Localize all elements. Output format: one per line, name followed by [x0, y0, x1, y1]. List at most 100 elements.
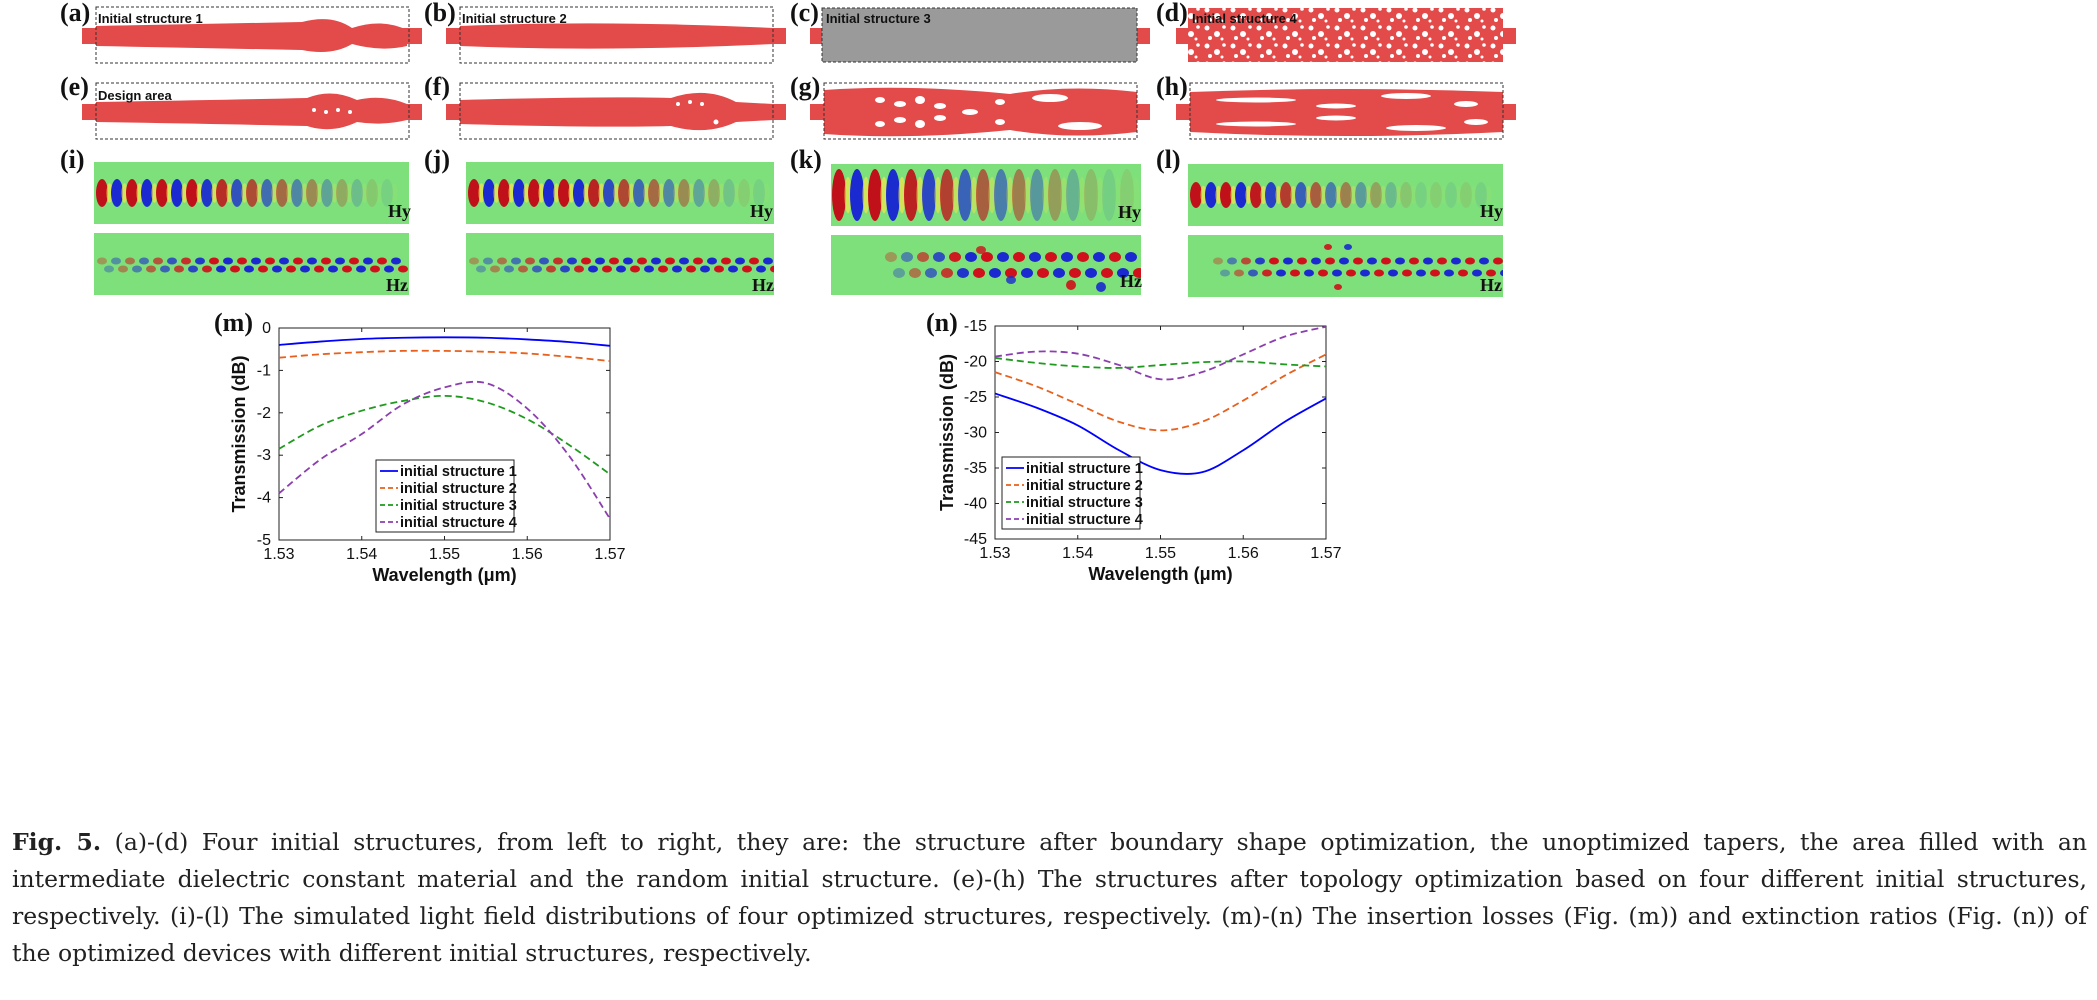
field-blob [132, 265, 142, 273]
field-blob [1077, 252, 1089, 262]
field-blob [1350, 185, 1357, 205]
field-blob [300, 265, 310, 273]
field-blob [1024, 176, 1032, 214]
field-blob [518, 265, 528, 273]
field-blob [106, 183, 113, 203]
field-blob [539, 257, 549, 265]
legend-label-3: initial structure 3 [400, 498, 517, 514]
field-blob [693, 257, 703, 265]
field-blob [1133, 268, 1141, 278]
field-blob [748, 183, 755, 203]
field-blob [276, 179, 288, 207]
field-blob [1409, 257, 1419, 265]
field-blob [643, 183, 650, 203]
field-blob [598, 183, 605, 203]
x-tick-label: 1.54 [1062, 545, 1093, 562]
field-blob [723, 179, 735, 207]
field-label-hz-i: Hz [386, 275, 408, 295]
y-tick-label: -2 [257, 405, 271, 422]
field-blob [1078, 176, 1086, 214]
field-label-hz-l: Hz [1480, 275, 1502, 295]
field-blob [1101, 268, 1113, 278]
panel-label-j: (j) [424, 145, 450, 174]
field-blob [648, 179, 660, 207]
field-blob [718, 183, 725, 203]
field-blob [272, 265, 282, 273]
initial-structure-1 [82, 6, 422, 64]
field-blob [316, 183, 323, 203]
initial-structure-2 [446, 6, 786, 64]
field-blob [1245, 185, 1252, 205]
field-blob [1332, 269, 1342, 277]
field-blob [370, 265, 380, 273]
field-blob [1230, 185, 1237, 205]
field-blob [1470, 185, 1477, 205]
field-blob [543, 179, 555, 207]
panel-label-g: (g) [790, 72, 821, 101]
series-line-4 [278, 380, 611, 520]
y-tick-label: -40 [964, 496, 987, 513]
series-line-2 [278, 349, 611, 362]
field-blob [468, 179, 480, 207]
x-tick-label: 1.54 [346, 546, 377, 563]
field-blob [623, 257, 633, 265]
field-blob [1069, 268, 1081, 278]
field-blob [602, 265, 612, 273]
field-blob [941, 268, 953, 278]
field-blob [1402, 269, 1412, 277]
field-blob [957, 268, 969, 278]
field-blob [898, 176, 906, 214]
field-blob [618, 179, 630, 207]
field-blob [483, 179, 495, 207]
chart-1: 1.53 1.54 1.55 1.56 1.57 -15 -20 -25 -30 -35 -40 -4… [937, 318, 1342, 584]
field-blob [965, 252, 977, 262]
field-blob [293, 257, 303, 265]
x-tick-label: 1.57 [594, 546, 625, 563]
field-blob [763, 183, 770, 203]
field-blob [1339, 257, 1349, 265]
field-label-hz-j: Hz [752, 275, 774, 295]
field-blob [181, 183, 188, 203]
field-blob [513, 179, 525, 207]
field-blob [1437, 257, 1447, 265]
y-tick-label: -5 [257, 532, 271, 549]
field-blob [742, 265, 752, 273]
field-blob [153, 257, 163, 265]
field-blob [1213, 257, 1223, 265]
field-blob [1241, 257, 1251, 265]
x-axis-label: Wavelength (μm) [372, 565, 516, 585]
field-blob [1324, 244, 1332, 250]
field-hy-l [1188, 164, 1503, 226]
field-blob [1334, 284, 1342, 290]
field-blob [1012, 169, 1026, 221]
field-blob [166, 183, 173, 203]
field-blob [1255, 257, 1265, 265]
field-blob [1346, 269, 1356, 277]
field-blob [1205, 182, 1217, 208]
field-blob [832, 169, 846, 221]
field-blob [483, 257, 493, 265]
y-tick-label: -15 [964, 318, 987, 335]
field-blob [216, 265, 226, 273]
y-tick-label: -30 [964, 425, 987, 442]
field-blob [376, 183, 383, 203]
panel-label-i: (i) [60, 145, 85, 174]
field-blob [1006, 276, 1016, 284]
field-blob [1290, 185, 1297, 205]
field-blob [994, 169, 1008, 221]
field-blob [613, 183, 620, 203]
field-blob [349, 257, 359, 265]
x-tick-label: 1.55 [1145, 545, 1176, 562]
field-blob [508, 183, 515, 203]
box-label-design-area: Design area [98, 88, 172, 103]
field-blob [271, 183, 278, 203]
field-blob [186, 179, 198, 207]
field-blob [567, 257, 577, 265]
field-blob [560, 265, 570, 273]
field-blob [909, 268, 921, 278]
field-blob [1353, 257, 1363, 265]
field-label-hy-i: Hy [388, 201, 412, 221]
field-blob [756, 265, 766, 273]
field-blob [1200, 185, 1207, 205]
field-blob [1444, 269, 1454, 277]
